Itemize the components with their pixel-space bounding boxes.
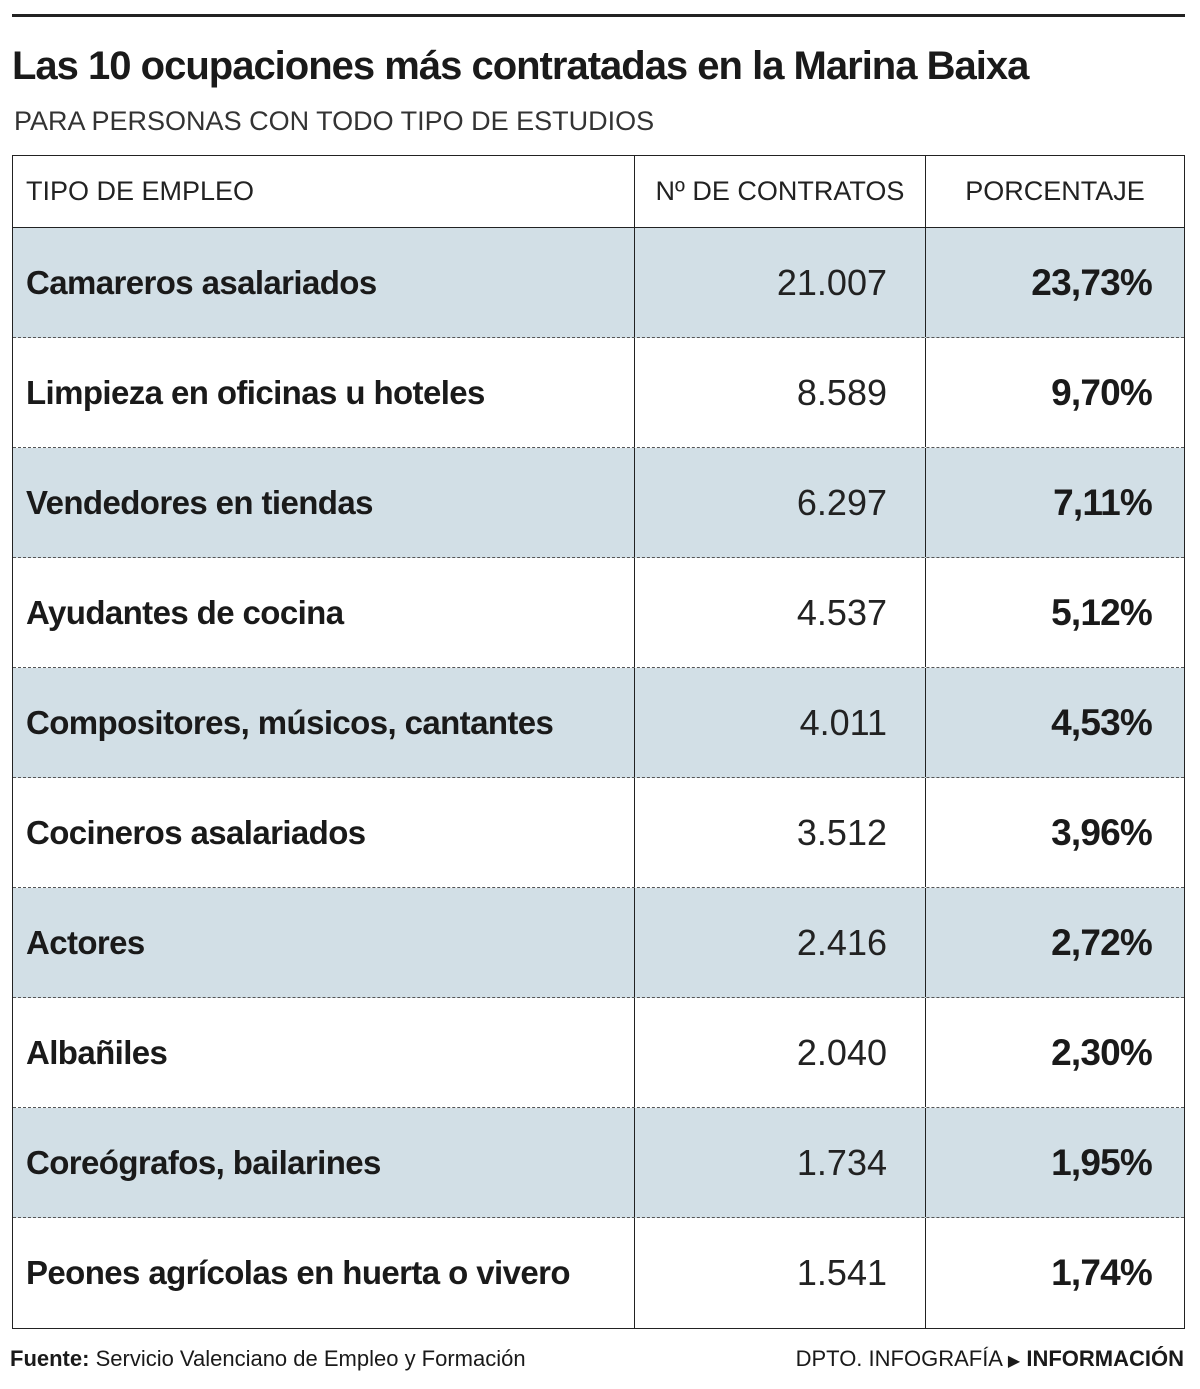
- table-row: Coreógrafos, bailarines 1.734 1,95%: [13, 1108, 1184, 1218]
- table-row: Peones agrícolas en huerta o vivero 1.541…: [13, 1218, 1184, 1328]
- source: Fuente: Servicio Valenciano de Empleo y …: [10, 1346, 526, 1372]
- subtitle: PARA PERSONAS CON TODO TIPO DE ESTUDIOS: [14, 106, 655, 136]
- top-rule: [12, 14, 1185, 17]
- contracts: 1.541: [635, 1218, 926, 1328]
- credit-text: DPTO. INFOGRAFÍA: [795, 1346, 1002, 1371]
- percentage: 2,30%: [1051, 1031, 1153, 1073]
- contracts: 2.416: [635, 888, 926, 997]
- occupation: Actores: [13, 888, 635, 997]
- contracts: 6.297: [635, 448, 926, 557]
- column-header: TIPO DE EMPLEO: [13, 156, 635, 227]
- percentage: 1,74%: [1051, 1252, 1153, 1293]
- credit: DPTO. INFOGRAFÍA ▶ INFORMACIÓN: [796, 1346, 1184, 1372]
- contracts: 1.734: [635, 1108, 926, 1217]
- contracts: 2.040: [635, 998, 926, 1107]
- occupation: Coreógrafos, bailarines: [13, 1108, 635, 1217]
- occupation: Ayudantes de cocina: [13, 558, 635, 667]
- table-row: Cocineros asalariados 3.512 3,96%: [13, 778, 1184, 888]
- title: Las 10 ocupaciones más contratadas en la…: [12, 44, 1029, 88]
- brand: INFORMACIÓN: [1026, 1346, 1184, 1371]
- percentage: 23,73%: [1031, 261, 1153, 303]
- percentage: 3,96%: [1051, 811, 1153, 853]
- occupation: Vendedores en tiendas: [13, 448, 635, 557]
- percentage: 2,72%: [1051, 921, 1153, 963]
- percentage: 5,12%: [1051, 591, 1153, 633]
- percentage: 9,70%: [1051, 371, 1153, 413]
- occupation: Albañiles: [13, 998, 635, 1107]
- table-row: Ayudantes de cocina 4.537 5,12%: [13, 558, 1184, 668]
- contracts: 3.512: [635, 778, 926, 887]
- source-text: Servicio Valenciano de Empleo y Formació…: [95, 1346, 526, 1371]
- table-row: Vendedores en tiendas 6.297 7,11%: [13, 448, 1184, 558]
- footer: Fuente: Servicio Valenciano de Empleo y …: [10, 1346, 1184, 1372]
- table-row: Compositores, músicos, cantantes 4.011 4,5…: [13, 668, 1184, 778]
- table-row: Actores 2.416 2,72%: [13, 888, 1184, 998]
- table-row: Camareros asalariados 21.007 23,73%: [13, 228, 1184, 338]
- table: TIPO DE EMPLEO Nº DE CONTRATOS PORCENTAJE C…: [12, 155, 1185, 1329]
- occupation: Cocineros asalariados: [13, 778, 635, 887]
- occupation: Compositores, músicos, cantantes: [13, 668, 635, 777]
- column-header: Nº DE CONTRATOS: [635, 156, 926, 227]
- arrow: ▶: [1007, 1353, 1021, 1370]
- source-label: Fuente:: [10, 1346, 90, 1371]
- contracts: 8.589: [635, 338, 926, 447]
- table-row: Albañiles 2.040 2,30%: [13, 998, 1184, 1108]
- percentage: 4,53%: [1051, 701, 1153, 743]
- percentage: 7,11%: [1053, 481, 1153, 523]
- percentage: 1,95%: [1051, 1141, 1153, 1183]
- column-header: PORCENTAJE: [965, 176, 1145, 206]
- contracts: 21.007: [635, 228, 926, 337]
- header-row: TIPO DE EMPLEO Nº DE CONTRATOS PORCENTAJE: [13, 156, 1184, 228]
- occupation: Camareros asalariados: [13, 228, 635, 337]
- table-row: Limpieza en oficinas u hoteles 8.589 9,70%: [13, 338, 1184, 448]
- occupation: Peones agrícolas en huerta o vivero: [13, 1218, 635, 1328]
- occupation: Limpieza en oficinas u hoteles: [13, 338, 635, 447]
- contracts: 4.537: [635, 558, 926, 667]
- contracts: 4.011: [635, 668, 926, 777]
